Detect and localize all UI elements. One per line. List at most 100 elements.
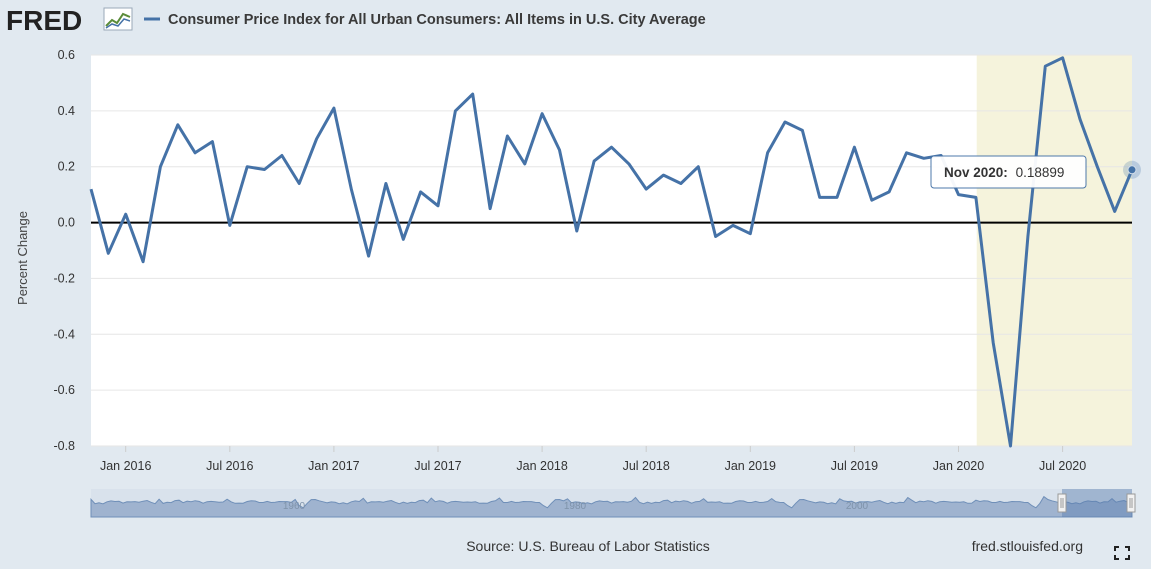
tooltip-box: [930, 155, 1087, 189]
data-point[interactable]: [366, 254, 371, 259]
tooltip: Nov 2020: 0.18899: [930, 155, 1087, 189]
x-tick-label: Jul 2017: [414, 459, 461, 473]
x-tick-label: Jan 2018: [516, 459, 567, 473]
data-point[interactable]: [522, 161, 527, 166]
expand-icon[interactable]: [1114, 546, 1130, 560]
navigator-label-2000: 2000: [846, 501, 869, 512]
x-tick-label: Jul 2019: [831, 459, 878, 473]
navigator[interactable]: 1960 1980 2000: [90, 489, 1136, 518]
x-tick-label: Jan 2020: [933, 459, 984, 473]
data-point[interactable]: [453, 108, 458, 113]
data-point[interactable]: [783, 120, 788, 125]
navigator-label-1960: 1960: [283, 501, 306, 512]
data-point[interactable]: [175, 122, 180, 127]
hover-halo: [1123, 160, 1141, 179]
data-point[interactable]: [297, 181, 302, 186]
data-point[interactable]: [765, 150, 770, 155]
navigator-series-area: [90, 495, 1133, 518]
legend[interactable]: Consumer Price Index for All Urban Consu…: [144, 12, 706, 28]
data-point[interactable]: [383, 181, 388, 186]
data-point[interactable]: [331, 106, 336, 111]
tooltip-value: 0.18899: [1016, 165, 1065, 180]
x-tick-label: Jul 2020: [1039, 459, 1086, 473]
data-point[interactable]: [713, 234, 718, 239]
data-point[interactable]: [123, 212, 128, 217]
data-point[interactable]: [609, 145, 614, 150]
data-point[interactable]: [314, 136, 319, 141]
data-point[interactable]: [1060, 55, 1065, 60]
data-point[interactable]: [436, 203, 441, 208]
data-point[interactable]: [418, 189, 423, 194]
source-credit: Source: U.S. Bureau of Labor Statistics: [466, 538, 710, 554]
data-point[interactable]: [678, 181, 683, 186]
y-tick-label: -0.8: [53, 439, 75, 453]
data-point[interactable]: [106, 251, 111, 256]
data-point[interactable]: [158, 164, 163, 169]
x-tick-label: Jul 2016: [206, 459, 253, 473]
recession-band: [976, 55, 1132, 446]
data-point[interactable]: [835, 195, 840, 200]
fred-logo-text: FRED: [6, 5, 82, 36]
data-point[interactable]: [730, 223, 735, 228]
data-point[interactable]: [991, 340, 996, 345]
site-link[interactable]: fred.stlouisfed.org: [972, 538, 1083, 554]
data-point[interactable]: [540, 111, 545, 116]
data-point[interactable]: [852, 145, 857, 150]
data-point[interactable]: [904, 150, 909, 155]
navigator-right-handle[interactable]: [1126, 493, 1136, 513]
data-point[interactable]: [574, 228, 579, 233]
data-point[interactable]: [644, 187, 649, 192]
data-point[interactable]: [1112, 209, 1117, 214]
data-point[interactable]: [696, 164, 701, 169]
data-point[interactable]: [973, 195, 978, 200]
x-tick-label: Jan 2019: [725, 459, 776, 473]
data-point[interactable]: [279, 153, 284, 158]
data-point[interactable]: [748, 231, 753, 236]
navigator-left-handle[interactable]: [1057, 493, 1067, 513]
data-point[interactable]: [193, 150, 198, 155]
y-tick-label: -0.4: [53, 327, 75, 341]
data-point[interactable]: [470, 92, 475, 97]
x-tick-label: Jan 2017: [308, 459, 359, 473]
data-point[interactable]: [262, 167, 267, 172]
data-point[interactable]: [488, 206, 493, 211]
data-point[interactable]: [1077, 117, 1082, 122]
data-point[interactable]: [89, 187, 94, 192]
data-point[interactable]: [817, 195, 822, 200]
data-point[interactable]: [887, 189, 892, 194]
data-point[interactable]: [1025, 234, 1030, 239]
data-point[interactable]: [1095, 164, 1100, 169]
data-point[interactable]: [956, 192, 961, 197]
data-point[interactable]: [800, 128, 805, 133]
data-point[interactable]: [505, 133, 510, 138]
navigator-selection[interactable]: [1062, 489, 1132, 517]
x-tick-label: Jan 2016: [100, 459, 151, 473]
y-tick-label: 0.0: [58, 216, 75, 230]
series-line[interactable]: [89, 56, 1134, 448]
data-point[interactable]: [1127, 165, 1137, 175]
data-point[interactable]: [141, 259, 146, 264]
y-axis-ticks: 0.6 0.4 0.2 0.0 -0.2 -0.4 -0.6 -0.8: [53, 48, 75, 453]
data-point[interactable]: [869, 198, 874, 203]
fred-logo-chart-icon: [103, 7, 133, 31]
series-group[interactable]: [89, 55, 1142, 448]
data-point[interactable]: [1043, 64, 1048, 69]
y-tick-label: -0.2: [53, 271, 75, 285]
plot-area: [91, 55, 1132, 446]
data-point[interactable]: [557, 147, 562, 152]
x-axis-ticks: Jan 2016 Jul 2016 Jan 2017 Jul 2017 Jan 2018…: [100, 446, 1086, 473]
data-point[interactable]: [401, 237, 406, 242]
data-point[interactable]: [921, 156, 926, 161]
data-point[interactable]: [227, 223, 232, 228]
data-point[interactable]: [626, 161, 631, 166]
data-point[interactable]: [592, 159, 597, 164]
data-point[interactable]: [661, 173, 666, 178]
y-tick-label: 0.6: [58, 48, 75, 62]
data-point[interactable]: [210, 139, 215, 144]
data-point[interactable]: [245, 164, 250, 169]
data-point[interactable]: [1008, 444, 1013, 449]
fred-logo[interactable]: FRED: [6, 5, 133, 36]
y-tick-label: 0.4: [58, 104, 75, 118]
data-point[interactable]: [349, 187, 354, 192]
